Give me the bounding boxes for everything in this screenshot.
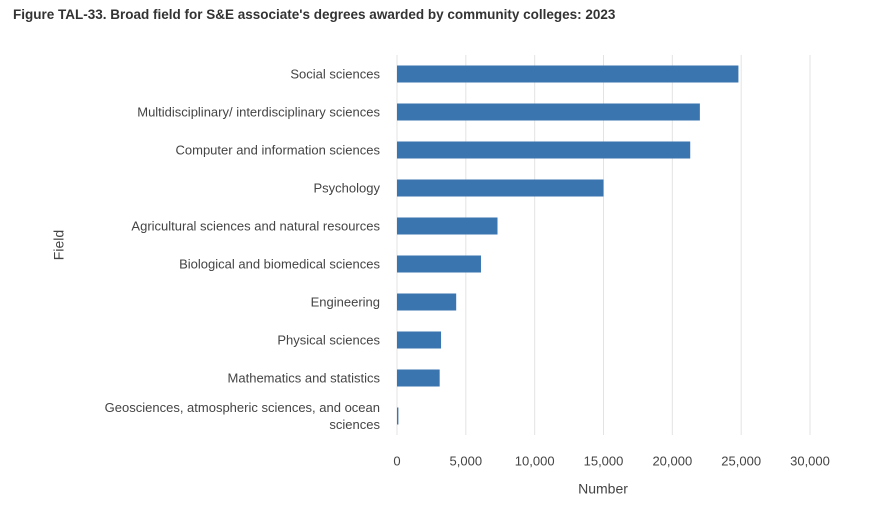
y-tick-label: Physical sciences	[277, 332, 380, 348]
x-tick-label: 5,000	[450, 453, 483, 468]
y-tick-label: Engineering	[310, 294, 380, 310]
y-axis-title: Field	[51, 230, 67, 260]
x-tick-label: 20,000	[652, 453, 692, 468]
x-tick-label: 10,000	[515, 453, 555, 468]
bar	[397, 255, 481, 273]
chart-title: Figure TAL-33. Broad field for S&E assoc…	[13, 7, 616, 22]
bar	[397, 103, 700, 121]
bar	[397, 217, 498, 235]
bar	[397, 179, 604, 197]
bar	[397, 407, 399, 425]
y-tick-label: Multidisciplinary/ interdisciplinary sci…	[137, 104, 380, 120]
x-tick-label: 30,000	[790, 453, 830, 468]
x-tick-label: 0	[393, 453, 400, 468]
bar	[397, 369, 440, 387]
y-tick-label: Agricultural sciences and natural resour…	[131, 218, 380, 234]
bar	[397, 141, 691, 159]
y-tick-label: Computer and information sciences	[175, 142, 381, 158]
y-tick-label: Geosciences, atmospheric sciences, and o…	[104, 400, 380, 432]
y-tick-label: Biological and biomedical sciences	[179, 256, 380, 272]
x-tick-label: 15,000	[584, 453, 624, 468]
y-tick-label: Mathematics and statistics	[227, 370, 380, 386]
bar	[397, 65, 739, 83]
x-axis-title: Number	[578, 481, 628, 497]
y-tick-label: Psychology	[313, 180, 380, 196]
bar	[397, 293, 457, 311]
bar	[397, 331, 442, 349]
x-tick-label: 25,000	[721, 453, 761, 468]
y-tick-label: Social sciences	[290, 66, 380, 82]
